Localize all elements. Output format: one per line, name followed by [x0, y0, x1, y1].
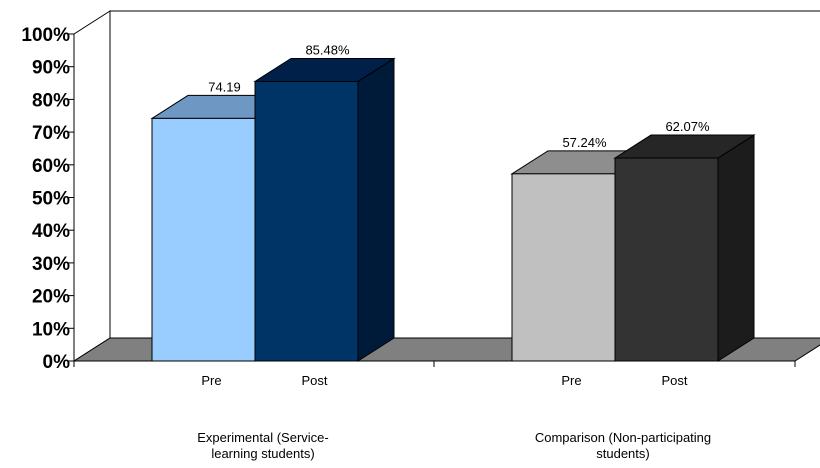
bar [614, 157, 719, 362]
y-tick-label: 50% [32, 189, 70, 210]
bar-side [717, 134, 755, 362]
bar [254, 80, 359, 362]
y-tick-label: 40% [32, 221, 70, 242]
side-wall [73, 10, 111, 362]
x-category-label: Post [301, 373, 327, 388]
data-label: 57.24% [562, 135, 607, 150]
data-label: 85.48% [305, 42, 350, 57]
x-axis: Pre Post Experimental (Service-learning st… [73, 361, 796, 461]
data-label: 74.19 [208, 79, 241, 94]
y-tick-label: 60% [32, 156, 70, 177]
y-axis: 0% 10% 20% 30% 40% 50% 60% 70% 80% 90% 100% [21, 25, 74, 373]
bars: 74.19 85.48% 57.24% 62.07% [150, 42, 756, 362]
bar [511, 173, 616, 362]
y-tick-label: 10% [32, 319, 70, 340]
y-tick-label: 90% [32, 58, 70, 79]
y-tick-label: 80% [32, 90, 70, 111]
bar [151, 117, 256, 362]
x-category-label: Pre [561, 373, 581, 388]
x-group-label: students) [596, 446, 649, 461]
x-group-label: Comparison (Non-participating [535, 430, 711, 445]
x-group-label: learning students) [211, 446, 314, 461]
y-tick-label: 70% [32, 123, 70, 144]
x-group-label: Experimental (Service- [197, 430, 329, 445]
bar-side [357, 57, 395, 362]
data-label: 62.07% [665, 119, 710, 134]
x-category-label: Pre [201, 373, 221, 388]
y-tick-label: 30% [32, 254, 70, 275]
y-tick-label: 0% [43, 352, 71, 373]
y-tick-label: 100% [21, 25, 70, 46]
x-category-label: Post [661, 373, 687, 388]
y-tick-label: 20% [32, 287, 70, 308]
